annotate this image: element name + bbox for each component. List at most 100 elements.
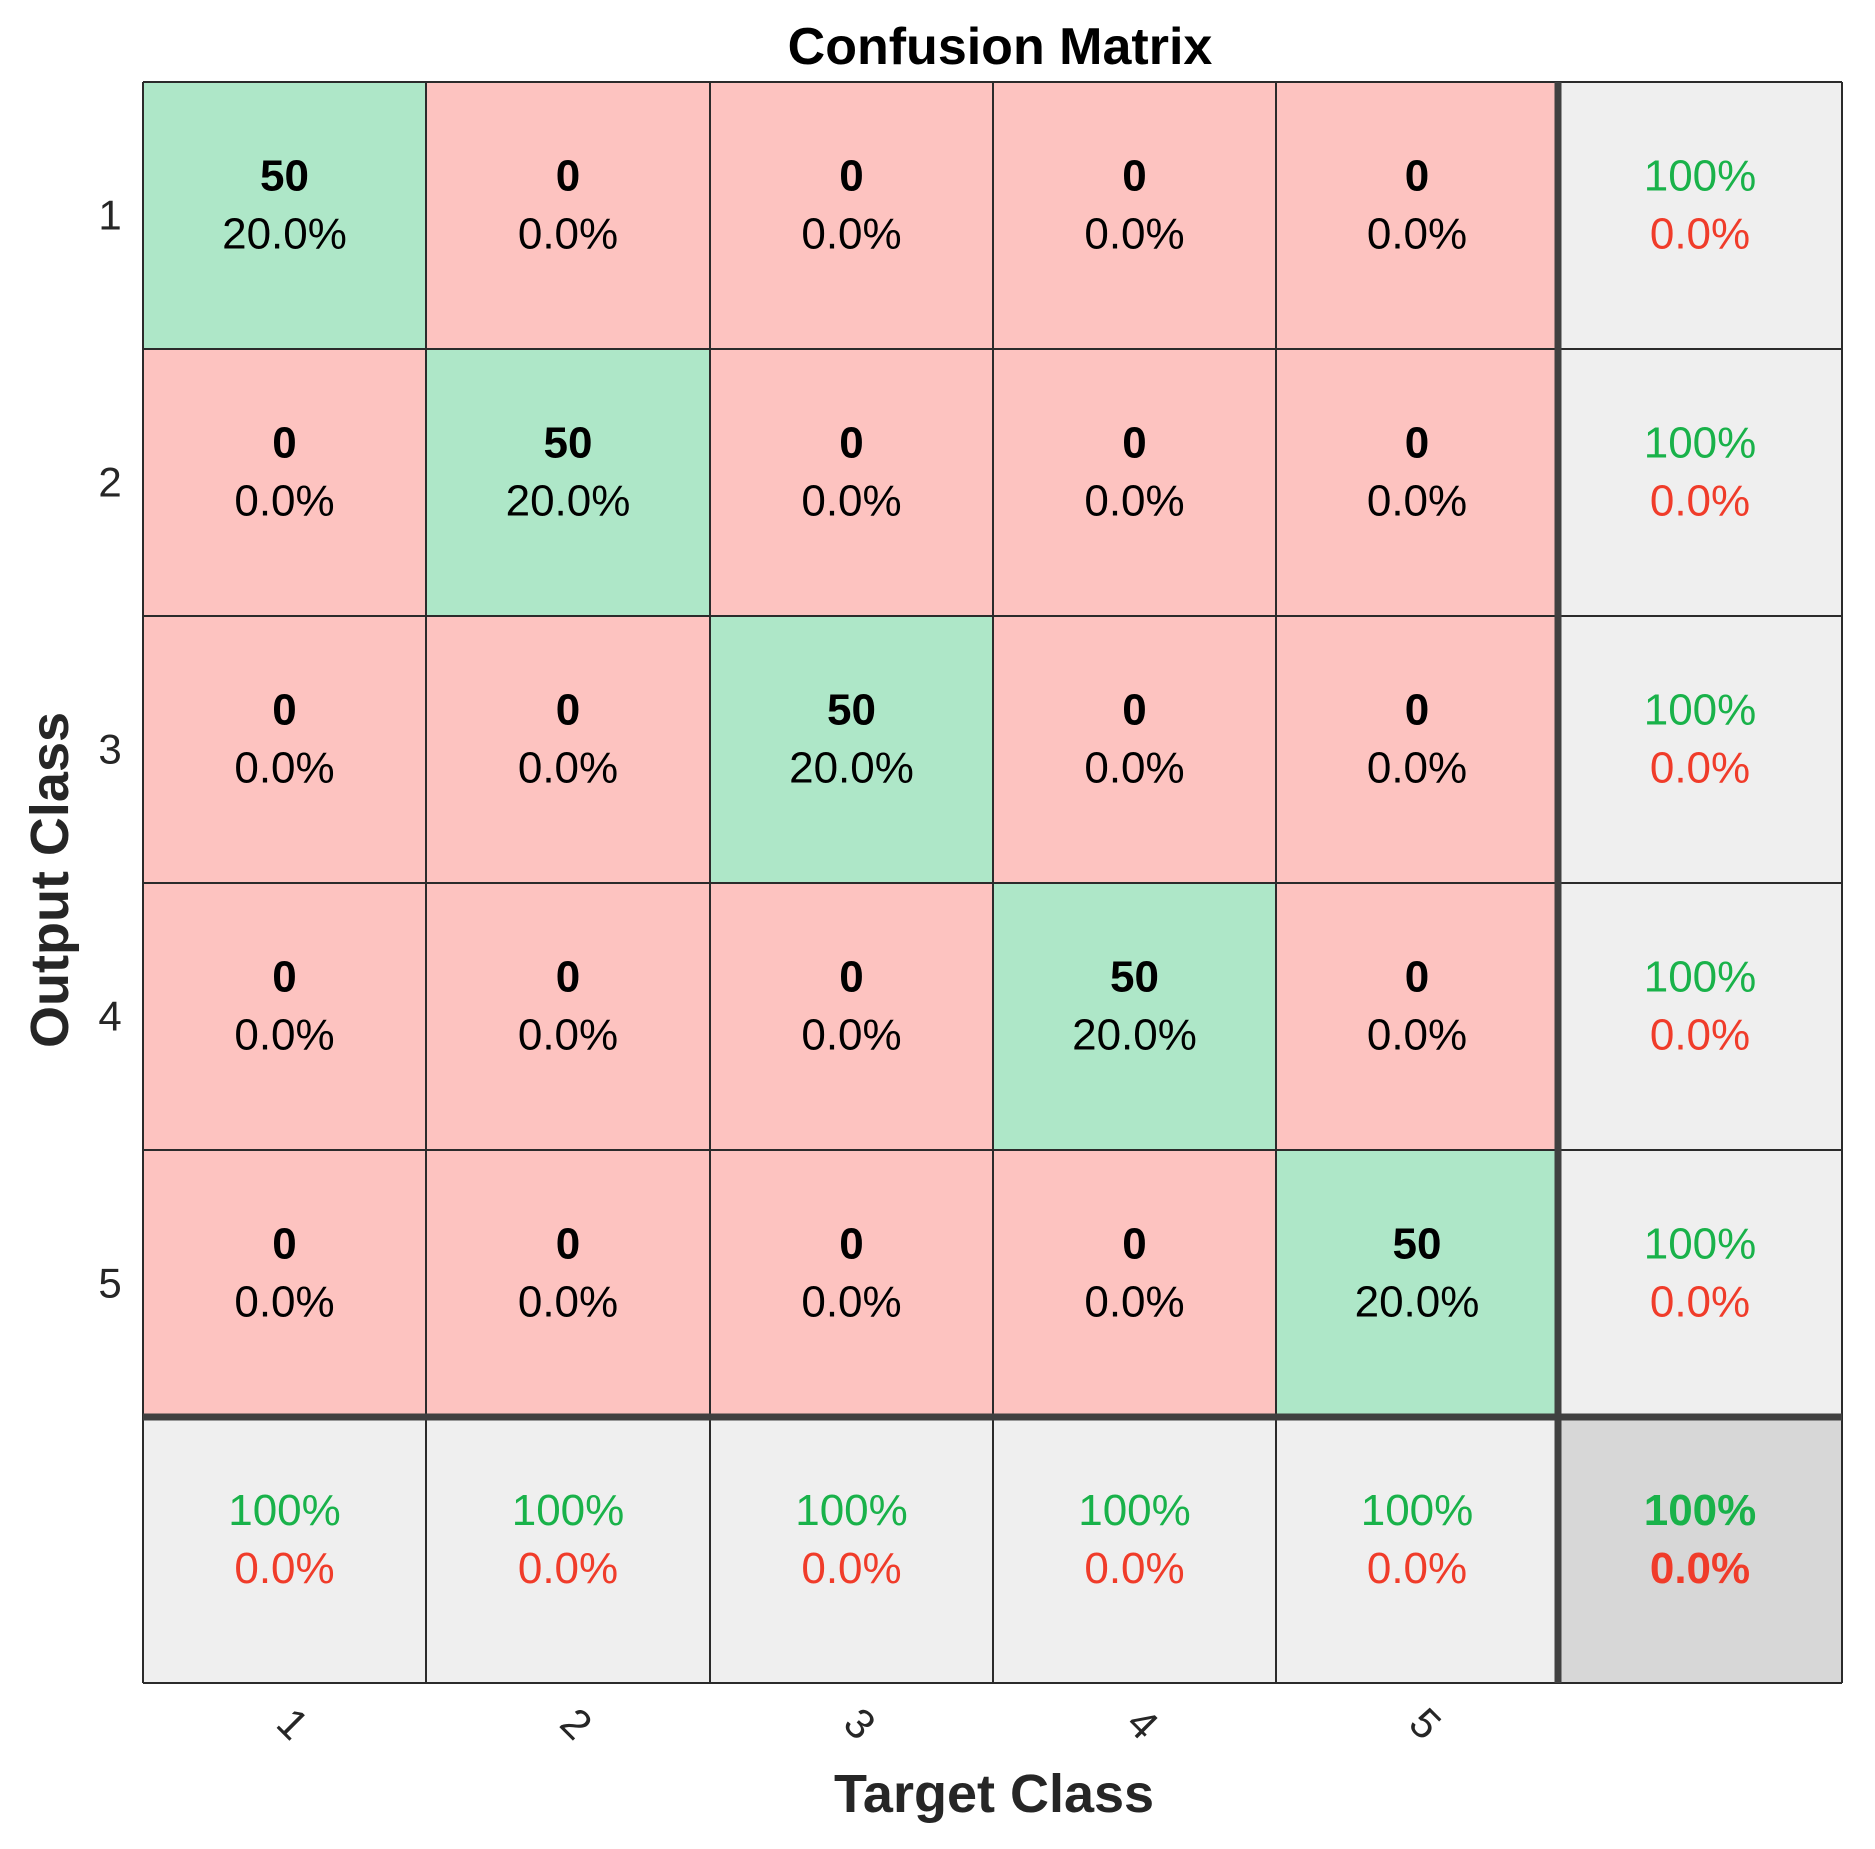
cell-count-label: 0 xyxy=(1122,686,1146,735)
matrix-cell-r2-c1 xyxy=(143,349,426,616)
row-summary-cell-1 xyxy=(1558,82,1842,349)
matrix-cell-r5-c2 xyxy=(426,1150,710,1417)
cell-count-label: 50 xyxy=(827,686,876,735)
row-summary-correct-label: 100% xyxy=(1644,953,1757,1002)
overall-correct-label: 100% xyxy=(1644,1486,1757,1535)
cell-count-label: 50 xyxy=(544,419,593,468)
cell-percent-label: 0.0% xyxy=(1084,744,1184,793)
column-summary-error-label: 0.0% xyxy=(1367,1544,1467,1593)
row-summary-error-label: 0.0% xyxy=(1650,477,1750,526)
cell-count-label: 50 xyxy=(1393,1220,1442,1269)
cell-count-label: 0 xyxy=(272,1220,296,1269)
matrix-cell-r2-c5 xyxy=(1276,349,1558,616)
cell-percent-label: 0.0% xyxy=(1367,477,1467,526)
cell-percent-label: 0.0% xyxy=(1084,1278,1184,1327)
matrix-cell-r1-c4 xyxy=(993,82,1276,349)
cell-percent-label: 0.0% xyxy=(1084,210,1184,259)
column-summary-cell-3 xyxy=(710,1417,993,1683)
matrix-cell-r3-c1 xyxy=(143,616,426,883)
matrix-cell-r2-c3 xyxy=(710,349,993,616)
cell-count-label: 0 xyxy=(1405,419,1429,468)
cell-percent-label: 0.0% xyxy=(1367,1011,1467,1060)
y-tick-label: 5 xyxy=(98,1260,121,1307)
grid-lines xyxy=(142,81,1843,1684)
cell-count-label: 0 xyxy=(272,686,296,735)
row-summary-correct-label: 100% xyxy=(1644,1220,1757,1269)
matrix-cell-r4-c2 xyxy=(426,883,710,1150)
cell-percent-label: 20.0% xyxy=(222,210,347,259)
matrix-cell-r1-c5 xyxy=(1276,82,1558,349)
cell-percent-label: 20.0% xyxy=(1072,1011,1197,1060)
matrix-cell-r5-c1 xyxy=(143,1150,426,1417)
cell-percent-label: 0.0% xyxy=(1084,477,1184,526)
overall-error-label: 0.0% xyxy=(1650,1544,1750,1593)
row-summary-correct-label: 100% xyxy=(1644,419,1757,468)
cell-count-label: 50 xyxy=(1110,953,1159,1002)
x-tick-label: 2 xyxy=(551,1699,601,1749)
column-summary-error-label: 0.0% xyxy=(234,1544,334,1593)
cell-count-label: 0 xyxy=(839,419,863,468)
column-summary-correct-label: 100% xyxy=(795,1486,908,1535)
row-summary-cell-5 xyxy=(1558,1150,1842,1417)
cell-percent-label: 20.0% xyxy=(789,744,914,793)
column-summary-correct-label: 100% xyxy=(1361,1486,1474,1535)
matrix-cell-r2-c4 xyxy=(993,349,1276,616)
matrix-cell-r5-c4 xyxy=(993,1150,1276,1417)
matrix-cell-r1-c2 xyxy=(426,82,710,349)
cell-count-label: 0 xyxy=(1405,953,1429,1002)
cell-count-label: 0 xyxy=(839,1220,863,1269)
matrix-cell-r4-c3 xyxy=(710,883,993,1150)
row-summary-cell-4 xyxy=(1558,883,1842,1150)
cell-text-layer: 50 20.0% 0 0.0% 0 0.0% 0 0.0% 0 0.0% 0 0.0% 50 20.0% 0… xyxy=(222,152,1756,1594)
cell-percent-label: 0.0% xyxy=(518,1278,618,1327)
cell-percent-label: 0.0% xyxy=(518,1011,618,1060)
cell-count-label: 0 xyxy=(1122,152,1146,201)
matrix-cell-r1-c3 xyxy=(710,82,993,349)
matrix-cell-r3-c4 xyxy=(993,616,1276,883)
row-summary-correct-label: 100% xyxy=(1644,686,1757,735)
overall-summary-cell xyxy=(1558,1417,1842,1683)
y-tick-label: 3 xyxy=(98,726,121,773)
row-summary-cell-2 xyxy=(1558,349,1842,616)
cell-count-label: 0 xyxy=(839,953,863,1002)
row-summary-correct-label: 100% xyxy=(1644,152,1757,201)
cell-count-label: 0 xyxy=(556,953,580,1002)
matrix-cell-r3-c3 xyxy=(710,616,993,883)
matrix-cell-r5-c3 xyxy=(710,1150,993,1417)
matrix-cell-r4-c5 xyxy=(1276,883,1558,1150)
row-summary-error-label: 0.0% xyxy=(1650,210,1750,259)
y-axis-label: Output Class xyxy=(20,712,80,1048)
column-summary-cell-1 xyxy=(143,1417,426,1683)
x-tick-label: 3 xyxy=(835,1699,885,1749)
cell-percent-label: 0.0% xyxy=(234,1278,334,1327)
cell-percent-label: 0.0% xyxy=(518,744,618,793)
column-summary-error-label: 0.0% xyxy=(518,1544,618,1593)
matrix-cell-r2-c2 xyxy=(426,349,710,616)
cell-percent-label: 0.0% xyxy=(1367,210,1467,259)
cell-percent-label: 0.0% xyxy=(1367,744,1467,793)
cell-count-label: 0 xyxy=(1122,1220,1146,1269)
cell-count-label: 0 xyxy=(1122,419,1146,468)
row-summary-error-label: 0.0% xyxy=(1650,1011,1750,1060)
y-tick-label: 1 xyxy=(98,192,121,239)
chart-title: Confusion Matrix xyxy=(788,18,1213,76)
cell-percent-label: 0.0% xyxy=(234,744,334,793)
matrix-cell-r3-c5 xyxy=(1276,616,1558,883)
column-summary-error-label: 0.0% xyxy=(801,1544,901,1593)
cell-count-label: 0 xyxy=(556,686,580,735)
column-summary-correct-label: 100% xyxy=(512,1486,625,1535)
column-summary-cell-2 xyxy=(426,1417,710,1683)
y-tick-label: 4 xyxy=(98,993,121,1040)
cells-layer xyxy=(143,82,1842,1683)
cell-count-label: 0 xyxy=(272,419,296,468)
row-summary-error-label: 0.0% xyxy=(1650,744,1750,793)
matrix-cell-r3-c2 xyxy=(426,616,710,883)
cell-percent-label: 0.0% xyxy=(801,210,901,259)
cell-percent-label: 0.0% xyxy=(801,1011,901,1060)
cell-count-label: 0 xyxy=(1405,152,1429,201)
cell-percent-label: 0.0% xyxy=(518,210,618,259)
cell-count-label: 0 xyxy=(272,953,296,1002)
cell-percent-label: 0.0% xyxy=(801,477,901,526)
